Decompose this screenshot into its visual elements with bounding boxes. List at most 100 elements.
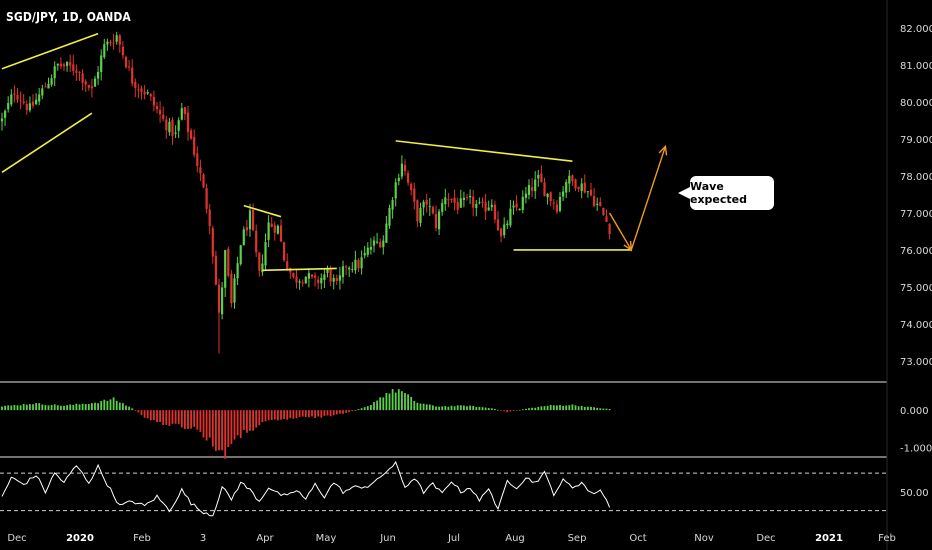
oscillator-bar bbox=[125, 405, 127, 411]
candle-body bbox=[441, 203, 444, 212]
candle-body bbox=[134, 81, 137, 89]
candle-body bbox=[193, 136, 196, 155]
time-tick-label: Sep bbox=[568, 533, 587, 544]
oscillator-bar bbox=[335, 410, 338, 415]
oscillator-bar bbox=[587, 406, 589, 411]
oscillator-bar bbox=[450, 405, 453, 411]
candle-body bbox=[487, 207, 490, 211]
candle-body bbox=[366, 247, 369, 255]
candle-body bbox=[221, 287, 224, 315]
oscillator-bar bbox=[109, 399, 112, 411]
oscillator-bar bbox=[13, 404, 16, 411]
candle-body bbox=[354, 259, 357, 271]
candle-body bbox=[434, 213, 438, 229]
candle-body bbox=[72, 64, 75, 71]
oscillator-bar bbox=[543, 406, 546, 411]
projection-path bbox=[608, 146, 667, 252]
oscillator-bar bbox=[323, 410, 326, 416]
oscillator-bar bbox=[500, 410, 502, 411]
candle-body bbox=[69, 62, 72, 66]
candle-body bbox=[224, 250, 227, 288]
oscillator-bar bbox=[4, 405, 6, 411]
oscillator-bar bbox=[202, 410, 205, 438]
oscillator-bar bbox=[19, 405, 22, 411]
oscillator-bar bbox=[490, 408, 493, 411]
oscillator-bar bbox=[50, 405, 53, 411]
candle-body bbox=[109, 42, 112, 44]
candle-body bbox=[270, 223, 273, 227]
candle-body bbox=[62, 64, 66, 67]
oscillator-bar bbox=[10, 405, 13, 411]
time-tick-label: Oct bbox=[629, 533, 646, 544]
oscillator-bar bbox=[577, 406, 580, 411]
candle-body bbox=[459, 198, 462, 208]
candle-body bbox=[44, 86, 47, 88]
candle-body bbox=[106, 41, 109, 45]
candle-body bbox=[186, 112, 190, 132]
oscillator-bar bbox=[60, 405, 62, 411]
oscillator-bar bbox=[351, 410, 354, 412]
oscillator-bar bbox=[134, 410, 137, 411]
oscillator-bar bbox=[146, 410, 149, 419]
oscillator-bar bbox=[556, 405, 558, 411]
oscillator-bar bbox=[227, 410, 230, 448]
candle-body bbox=[13, 93, 16, 95]
candle-body bbox=[518, 208, 521, 210]
oscillator-bar bbox=[25, 404, 28, 411]
oscillator-bar bbox=[292, 410, 295, 419]
candle-body bbox=[586, 191, 589, 193]
candle-body bbox=[376, 241, 379, 243]
oscillator-bar bbox=[242, 410, 245, 431]
candle-body bbox=[286, 261, 289, 270]
candle-body bbox=[143, 91, 146, 95]
price-tick-label: 76.000 bbox=[900, 246, 932, 257]
time-tick-label: 2021 bbox=[815, 533, 843, 544]
candle-body bbox=[574, 179, 577, 189]
oscillator-bar bbox=[177, 410, 180, 425]
oscillator-bar bbox=[140, 410, 143, 416]
oscillator-bar bbox=[410, 396, 413, 411]
oscillator-bar bbox=[407, 394, 409, 411]
oscillator-bar bbox=[391, 388, 394, 411]
time-tick-label: Feb bbox=[878, 533, 896, 544]
candle-body bbox=[267, 222, 270, 240]
oscillator-bar bbox=[345, 410, 347, 413]
candle-body bbox=[345, 266, 348, 268]
price-tick-label: 75.000 bbox=[900, 283, 932, 294]
candle-body bbox=[543, 182, 546, 197]
oscillator-bar bbox=[329, 410, 332, 417]
oscillator-bar bbox=[562, 405, 564, 411]
candle-body bbox=[416, 200, 419, 222]
time-tick-label: 2020 bbox=[66, 533, 94, 544]
candle-body bbox=[531, 187, 534, 191]
oscillator-bar bbox=[66, 405, 68, 411]
oscillator-bar bbox=[559, 405, 561, 411]
oscillator-bar bbox=[565, 405, 568, 411]
candle-body bbox=[146, 92, 149, 94]
candle-body bbox=[422, 201, 425, 208]
candle-body bbox=[478, 202, 481, 204]
oscillator-bar bbox=[156, 410, 158, 423]
candle-body bbox=[583, 182, 586, 193]
oscillator-bar bbox=[590, 406, 592, 411]
oscillator-bar bbox=[463, 405, 465, 411]
oscillator-bar bbox=[115, 400, 118, 411]
candle-body bbox=[410, 183, 413, 191]
candle-body bbox=[131, 67, 134, 84]
oscillator-bar bbox=[515, 410, 518, 411]
oscillator-bar bbox=[475, 407, 478, 411]
oscillator-bar bbox=[75, 403, 78, 411]
time-tick-label: Apr bbox=[256, 533, 274, 544]
time-tick-label: Dec bbox=[7, 533, 26, 544]
candle-body bbox=[149, 94, 152, 97]
candle-body bbox=[233, 278, 236, 303]
trendline bbox=[243, 204, 282, 218]
candle-body bbox=[59, 63, 62, 67]
arrowhead-down bbox=[623, 240, 633, 252]
candle-body bbox=[121, 46, 124, 56]
oscillator-bar bbox=[484, 407, 487, 411]
candle-body bbox=[199, 167, 202, 174]
candle-body bbox=[264, 242, 267, 266]
candle-body bbox=[53, 66, 56, 79]
